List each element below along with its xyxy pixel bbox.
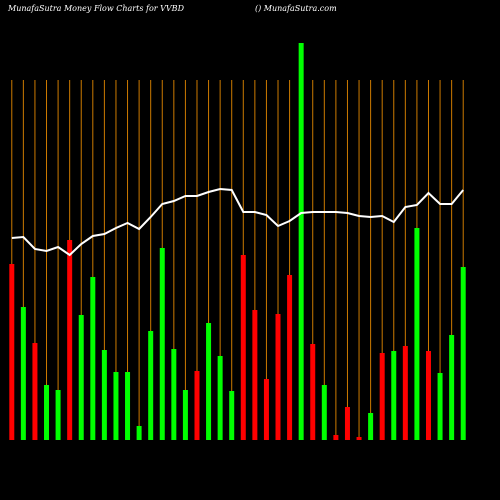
- bar: [402, 346, 408, 440]
- chart-subtitle: () MunafaSutra.com: [255, 4, 337, 13]
- line: [11, 187, 464, 257]
- bar: [240, 255, 246, 440]
- bar: [101, 350, 107, 440]
- bar: [263, 379, 269, 440]
- bar: [194, 371, 200, 440]
- bar: [44, 385, 50, 440]
- bar: [32, 343, 38, 440]
- bar: [125, 372, 131, 440]
- bar: [333, 435, 339, 440]
- bar: [414, 228, 420, 440]
- bar: [298, 43, 304, 440]
- bar: [67, 240, 73, 440]
- bar: [9, 264, 15, 440]
- bar: [55, 390, 61, 440]
- bar: [206, 323, 212, 440]
- bar: [171, 349, 177, 440]
- bar: [136, 426, 142, 440]
- bar: [449, 335, 455, 440]
- bar: [252, 310, 258, 440]
- bar: [148, 331, 154, 440]
- bar: [90, 277, 96, 440]
- bar: [182, 390, 188, 440]
- bar: [321, 385, 327, 440]
- bar: [275, 314, 281, 440]
- bar: [437, 373, 443, 440]
- bar: [287, 275, 293, 440]
- bar: [356, 437, 362, 440]
- chart-title: MunafaSutra Money Flow Charts for VVBD: [7, 4, 185, 13]
- bar: [460, 267, 466, 440]
- bar: [229, 391, 235, 440]
- bar: [20, 307, 26, 440]
- bar: [391, 351, 397, 440]
- bar: [217, 356, 223, 440]
- bar: [310, 344, 316, 440]
- bar: [344, 407, 350, 440]
- bar: [159, 248, 165, 440]
- bar: [379, 353, 385, 440]
- bar: [113, 372, 119, 440]
- bar: [425, 351, 431, 440]
- bar: [78, 315, 84, 440]
- bar: [368, 413, 374, 440]
